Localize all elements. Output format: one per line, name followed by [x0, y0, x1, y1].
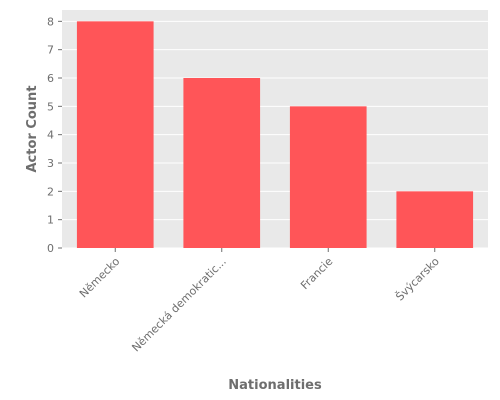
x-tick-label: Francie: [298, 255, 335, 292]
bars: [76, 21, 474, 249]
y-tick-label: 8: [47, 15, 54, 28]
y-tick-label: 2: [47, 185, 54, 198]
y-tick-label: 7: [47, 44, 54, 57]
y-tick-label: 0: [47, 242, 54, 255]
x-axis-ticks: Německo Německá demokratic... Francie Švýca…: [77, 248, 442, 354]
y-tick-label: 4: [47, 129, 54, 142]
bar-1[interactable]: [183, 78, 261, 248]
y-axis-ticks: 0 1 2 3 4 5 6 7 8: [47, 15, 62, 255]
y-tick-label: 5: [47, 100, 54, 113]
bar-3[interactable]: [396, 191, 474, 248]
bar-2[interactable]: [289, 106, 367, 248]
y-axis-title: Actor Count: [25, 85, 40, 172]
x-tick-label: Švýcarsko: [393, 255, 442, 304]
x-axis-title: Nationalities: [228, 378, 322, 393]
x-tick-label: Německo: [77, 255, 123, 301]
y-tick-label: 6: [47, 72, 54, 85]
x-tick-label: Německá demokratic...: [129, 255, 228, 354]
y-tick-label: 3: [47, 157, 54, 170]
y-tick-label: 1: [47, 214, 54, 227]
bar-0[interactable]: [76, 21, 154, 249]
